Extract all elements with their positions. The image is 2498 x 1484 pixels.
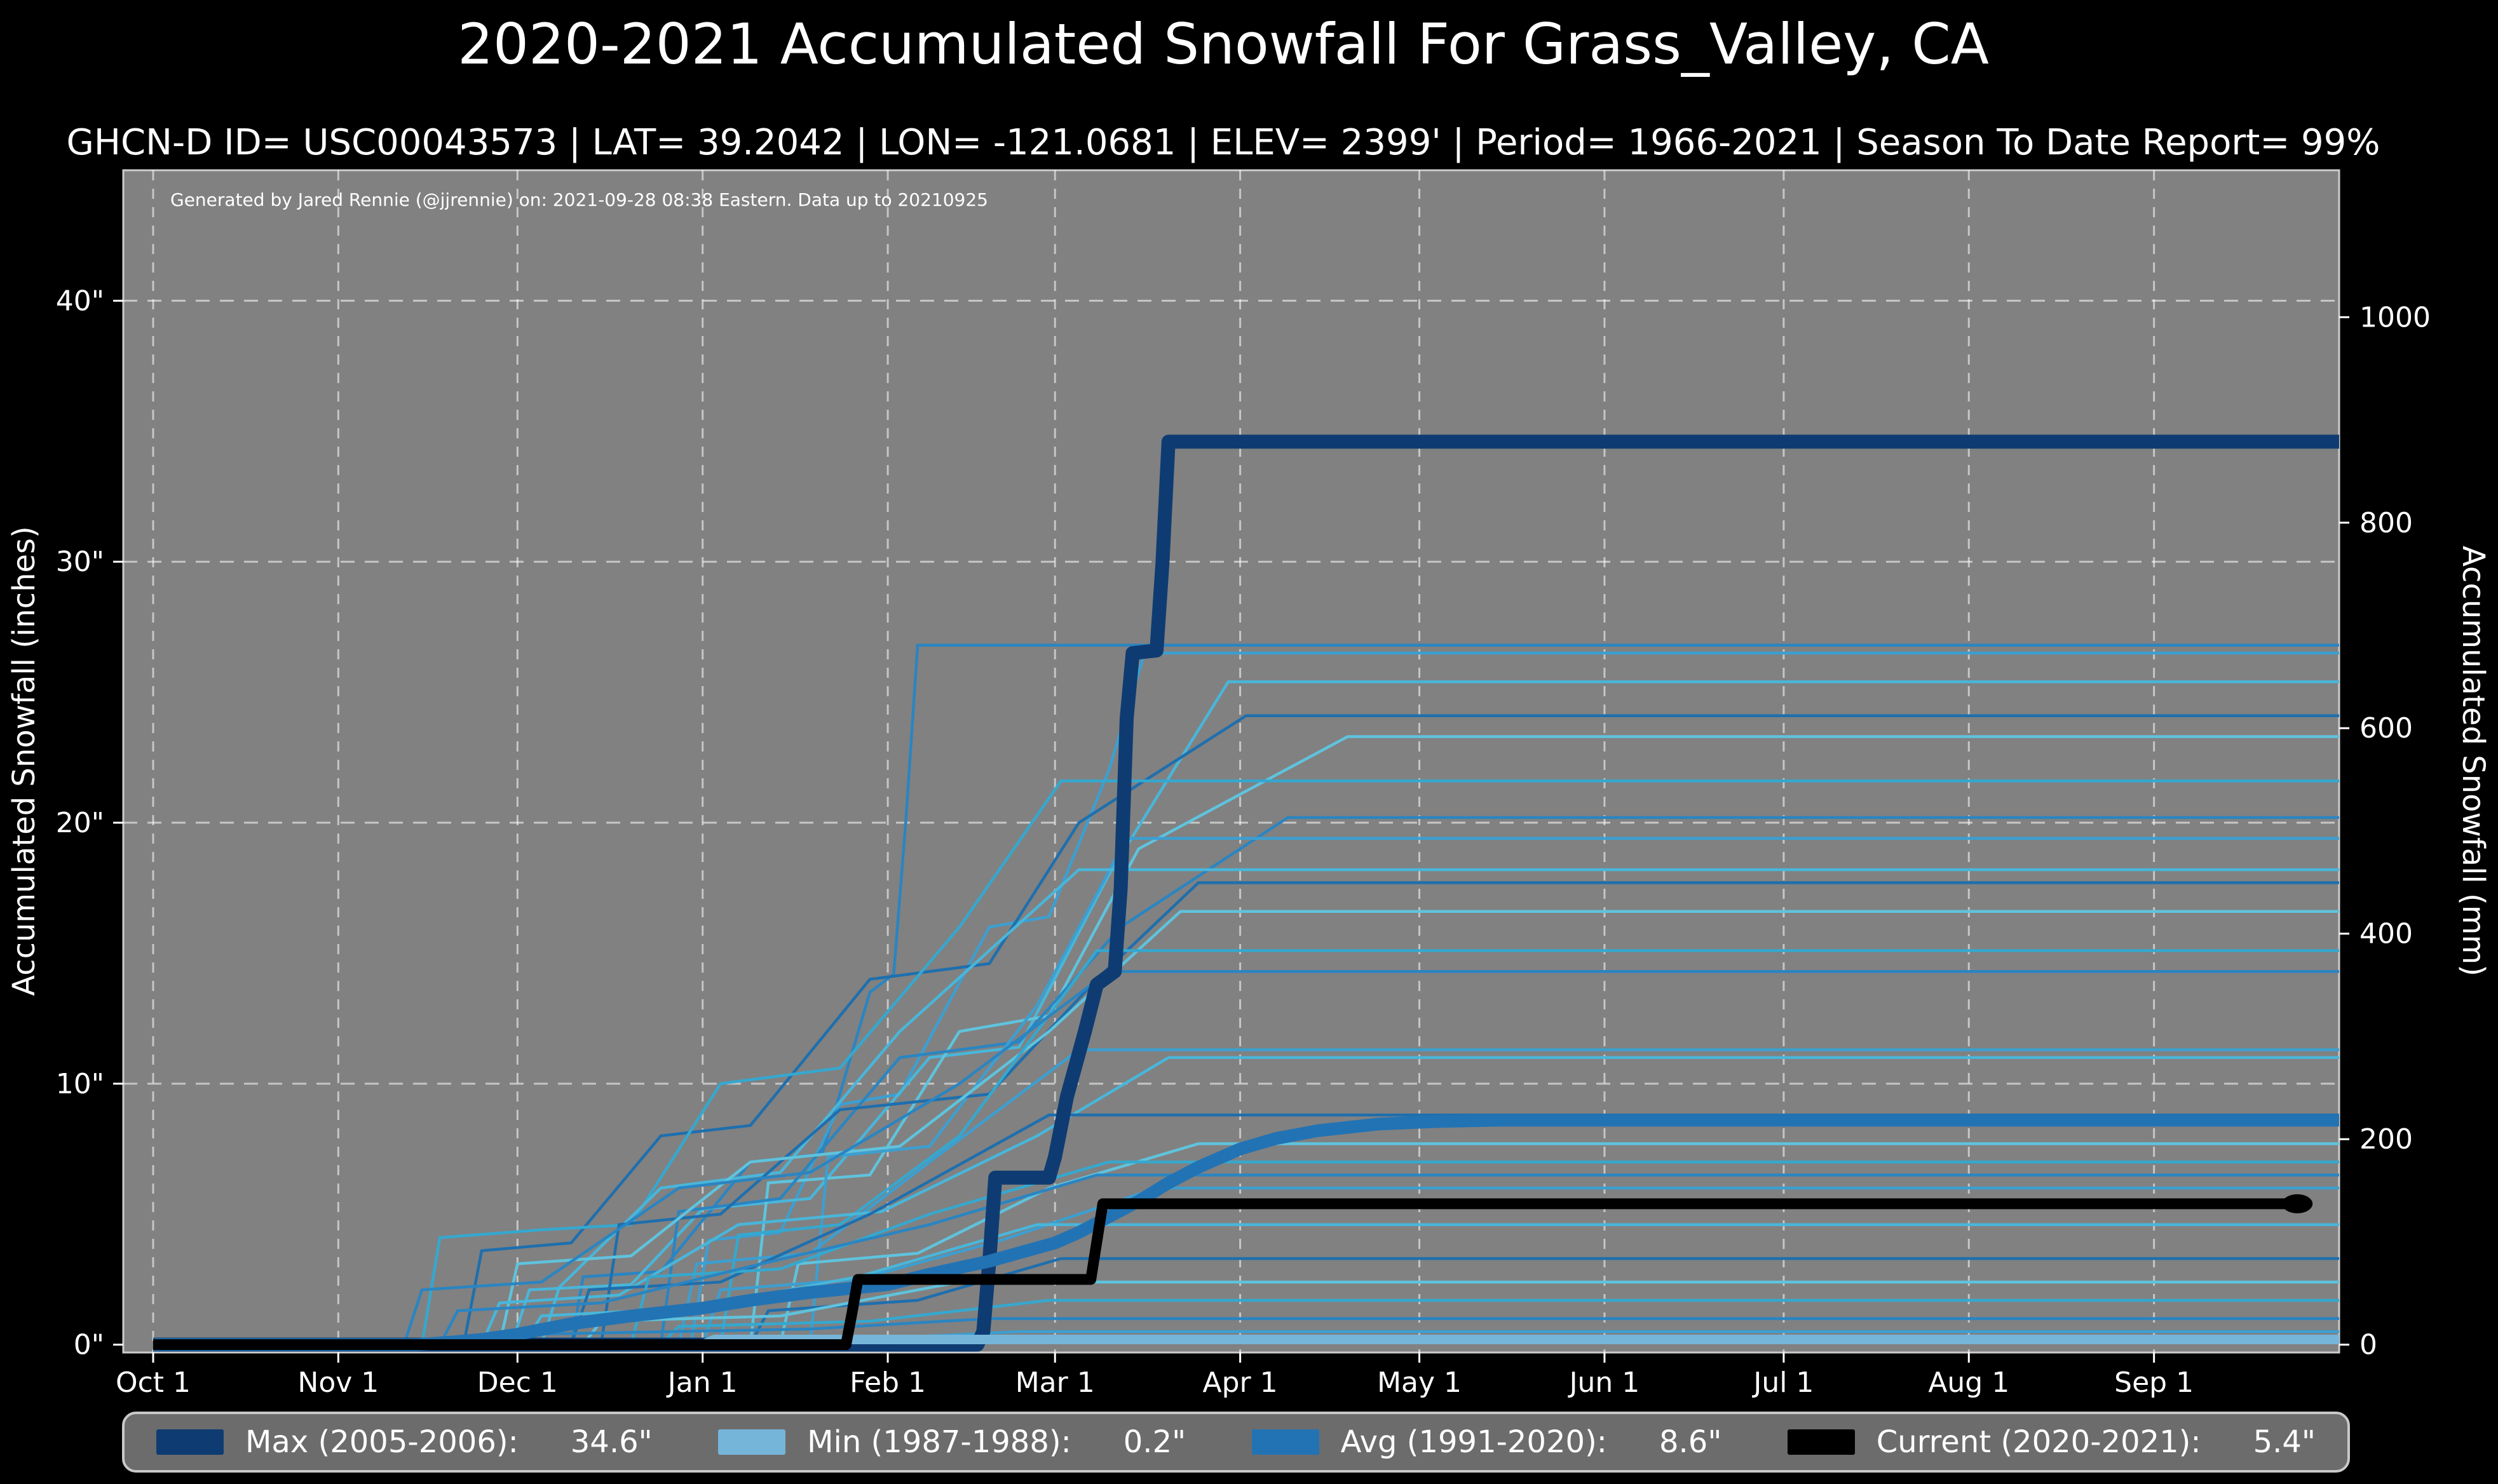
legend-label: Max (2005-2006):	[245, 1424, 519, 1460]
y-right-tick-label: 0	[2359, 1329, 2377, 1361]
y-right-tick-label: 400	[2359, 918, 2413, 950]
y-right-tick-label: 800	[2359, 507, 2413, 539]
y-axis-right-title: Accumulated Snowfall (mm)	[2455, 546, 2491, 976]
x-tick-label: Aug 1	[1928, 1366, 2009, 1399]
x-tick-label: Nov 1	[297, 1366, 379, 1399]
historical-season-line	[153, 816, 2339, 1346]
historical-season-line	[153, 881, 2339, 1346]
x-tick-label: May 1	[1377, 1366, 1462, 1399]
page-title: 2020-2021 Accumulated Snowfall For Grass…	[458, 11, 1989, 77]
legend-item-3: Current (2020-2021): 5.4"	[1787, 1424, 2316, 1460]
attribution-text: Generated by Jared Rennie (@jjrennie) on…	[170, 189, 988, 210]
historical-season-line	[153, 1056, 2339, 1346]
series-line-max	[153, 435, 2339, 1352]
legend-item-0: Max (2005-2006): 34.6"	[156, 1424, 653, 1460]
y-right-tick-label: 1000	[2359, 301, 2431, 334]
legend-value: 8.6"	[1659, 1424, 1722, 1460]
historical-season-line	[153, 779, 2339, 1346]
legend-swatch	[1251, 1429, 1319, 1455]
y-axis-left-title: Accumulated Snowfall (inches)	[6, 526, 42, 996]
historical-season-line	[153, 969, 2339, 1346]
legend-swatch	[1787, 1429, 1855, 1455]
historical-season-line	[153, 735, 2339, 1346]
series-line-avg	[153, 1114, 2339, 1351]
y-left-tick-label: 30"	[56, 546, 104, 578]
y-right-tick-label: 600	[2359, 712, 2413, 745]
historical-season-line	[153, 714, 2339, 1346]
x-tick-label: Dec 1	[477, 1366, 558, 1399]
legend-item-2: Avg (1991-2020): 8.6"	[1251, 1424, 1722, 1460]
y-right-tick-label: 200	[2359, 1123, 2413, 1156]
y-left-tick-label: 10"	[56, 1068, 104, 1100]
legend-label: Min (1987-1988):	[807, 1424, 1071, 1460]
x-tick-label: Jun 1	[1568, 1366, 1640, 1399]
x-tick-label: Jan 1	[666, 1366, 738, 1399]
legend-value: 5.4"	[2253, 1424, 2316, 1460]
current-endpoint-marker	[2282, 1194, 2313, 1213]
x-tick-label: Sep 1	[2114, 1366, 2194, 1399]
x-tick-label: Mar 1	[1015, 1366, 1095, 1399]
x-tick-label: Feb 1	[850, 1366, 926, 1399]
legend-value: 0.2"	[1123, 1424, 1186, 1460]
y-left-tick-label: 0"	[74, 1329, 104, 1361]
legend-value: 34.6"	[570, 1424, 653, 1460]
y-left-tick-label: 20"	[56, 807, 104, 839]
station-metadata-subtitle: GHCN-D ID= USC00043573 | LAT= 39.2042 | …	[66, 122, 2380, 163]
x-tick-label: Jul 1	[1751, 1366, 1814, 1399]
legend-swatch	[156, 1429, 224, 1455]
y-left-tick-label: 40"	[56, 285, 104, 317]
legend-swatch	[718, 1429, 786, 1455]
legend-label: Current (2020-2021):	[1876, 1424, 2201, 1460]
x-tick-label: Apr 1	[1203, 1366, 1278, 1399]
legend-item-1: Min (1987-1988): 0.2"	[718, 1424, 1186, 1460]
series-line-current	[153, 1198, 2298, 1351]
x-tick-label: Oct 1	[116, 1366, 191, 1399]
legend-label: Avg (1991-2020):	[1340, 1424, 1607, 1460]
legend-bar: Max (2005-2006): 34.6" Min (1987-1988): 0.2…	[122, 1412, 2350, 1473]
